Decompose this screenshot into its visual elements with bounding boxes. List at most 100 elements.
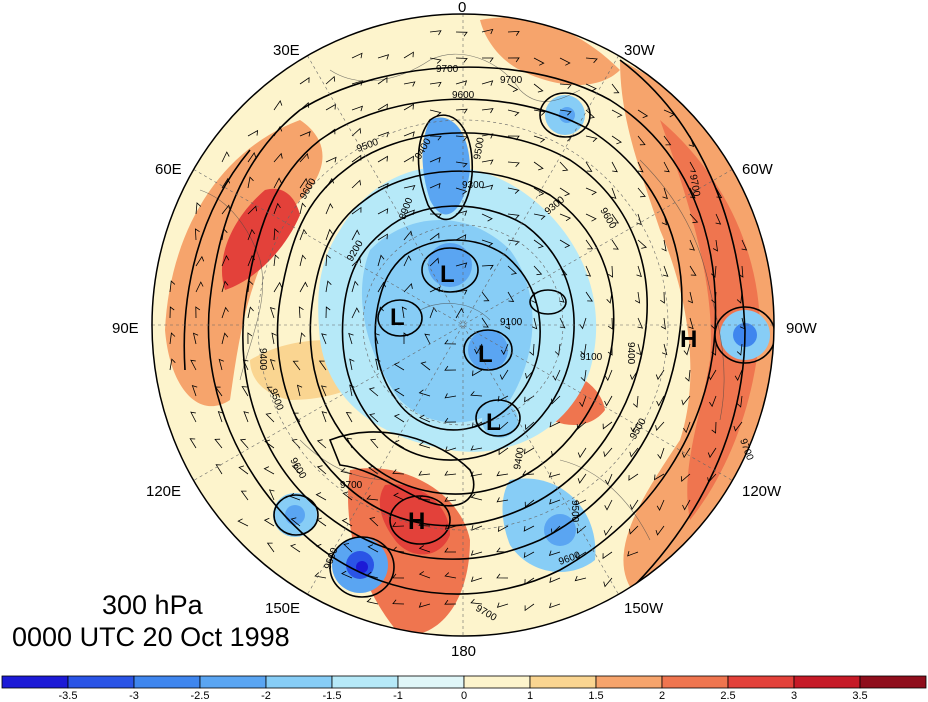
wind-barb: [418, 571, 431, 579]
wind-barb: [736, 343, 743, 356]
colorbar-tick-label: -1: [393, 690, 403, 702]
wind-barb: [576, 421, 587, 430]
wind-barb: [654, 473, 665, 481]
wind-barb: [237, 518, 249, 527]
lon-label-60e: 60E: [155, 161, 182, 178]
wind-barb: [548, 550, 561, 557]
wind-barb: [444, 365, 457, 371]
wind-barb: [507, 109, 520, 117]
lon-label-150e: 150E: [265, 600, 300, 617]
wind-barb: [497, 395, 509, 402]
wind-barb: [242, 359, 249, 371]
colorbar-tick-label: 1.5: [588, 690, 603, 702]
colorbar-swatch: [529, 675, 597, 689]
wind-barb: [533, 239, 544, 249]
wind-barb: [684, 369, 691, 382]
wind-barb: [340, 467, 353, 475]
wind-barb: [299, 202, 306, 215]
wind-barb: [637, 187, 646, 198]
low-center: L: [390, 304, 405, 331]
wind-barb: [429, 109, 442, 117]
wind-barb: [499, 369, 509, 381]
wind-barb: [689, 239, 695, 251]
lon-label-30w: 30W: [624, 42, 656, 59]
wind-barb: [482, 57, 494, 63]
wind-barb: [689, 161, 697, 173]
wind-barb: [403, 255, 412, 267]
wind-barb: [325, 156, 337, 163]
wind-barb: [429, 135, 442, 141]
wind-barb: [637, 239, 648, 249]
wind-barb: [377, 155, 388, 163]
lon-label-90w: 90W: [786, 320, 818, 337]
anomaly-shading: [165, 17, 774, 636]
wind-barb: [418, 495, 431, 501]
wind-barb: [681, 395, 691, 406]
wind-barb: [195, 202, 202, 215]
lon-label-0: 0: [458, 0, 466, 16]
wind-barb: [291, 465, 301, 475]
wind-barb: [366, 571, 379, 579]
colorbar-swatch: [859, 675, 927, 689]
wind-barb: [374, 332, 380, 345]
valid-time-title: 0000 UTC 20 Oct 1998: [12, 622, 290, 652]
wind-barb: [715, 213, 722, 225]
contour-label: 9400: [512, 446, 527, 470]
wind-barb: [661, 213, 668, 226]
wind-barb: [470, 550, 483, 556]
wind-barb: [496, 602, 509, 608]
wind-barb: [377, 233, 388, 241]
wind-barb: [299, 77, 310, 85]
wind-barb: [444, 417, 457, 423]
wind-barb: [607, 317, 613, 330]
lon-label-90e: 90E: [112, 320, 139, 337]
wind-barb: [424, 333, 431, 345]
wind-barb: [393, 413, 405, 423]
wind-barb: [263, 517, 275, 527]
wind-barb: [195, 255, 205, 267]
wind-barb: [481, 264, 494, 270]
wind-barb: [343, 543, 353, 553]
wind-barb: [507, 57, 520, 63]
wind-barb: [507, 187, 520, 194]
wind-barb: [455, 57, 468, 63]
wind-barb: [627, 550, 639, 557]
wind-barb: [577, 473, 587, 484]
wind-barb: [418, 545, 431, 553]
wind-barb: [656, 395, 665, 407]
wind-barb: [369, 413, 379, 423]
wind-barb: [580, 369, 587, 382]
wind-barb: [273, 228, 279, 241]
wind-barb: [533, 135, 546, 143]
wind-barb: [604, 395, 613, 407]
wind-barb: [351, 280, 359, 293]
colorbar-swatch: [793, 675, 861, 689]
wind-barb: [602, 551, 613, 560]
colorbar-swatch: [661, 675, 729, 689]
colorbar-tick-label: -1.5: [323, 690, 342, 702]
wind-barb: [481, 159, 494, 165]
colorbar-swatch: [463, 675, 531, 689]
wind-barb: [507, 213, 520, 220]
wind-barb: [455, 108, 468, 114]
wind-barb: [221, 204, 231, 215]
wind-barb: [663, 161, 670, 173]
wind-barb: [369, 517, 379, 527]
wind-barb: [269, 358, 276, 371]
wind-barb: [709, 395, 717, 408]
wind-barb: [551, 525, 561, 535]
wind-barb: [455, 262, 468, 268]
wind-barb: [661, 239, 667, 252]
wind-barb: [549, 421, 561, 428]
wind-barb: [629, 369, 639, 381]
wind-barb: [507, 83, 519, 92]
wind-barb: [636, 213, 642, 226]
wind-barb: [377, 281, 386, 293]
wind-barb: [498, 447, 509, 456]
wind-barb: [351, 80, 364, 86]
wind-barb: [321, 411, 328, 423]
wind-barb: [238, 465, 249, 475]
wind-barb: [559, 135, 572, 142]
wind-barb: [429, 156, 441, 163]
wind-barb: [559, 265, 568, 276]
